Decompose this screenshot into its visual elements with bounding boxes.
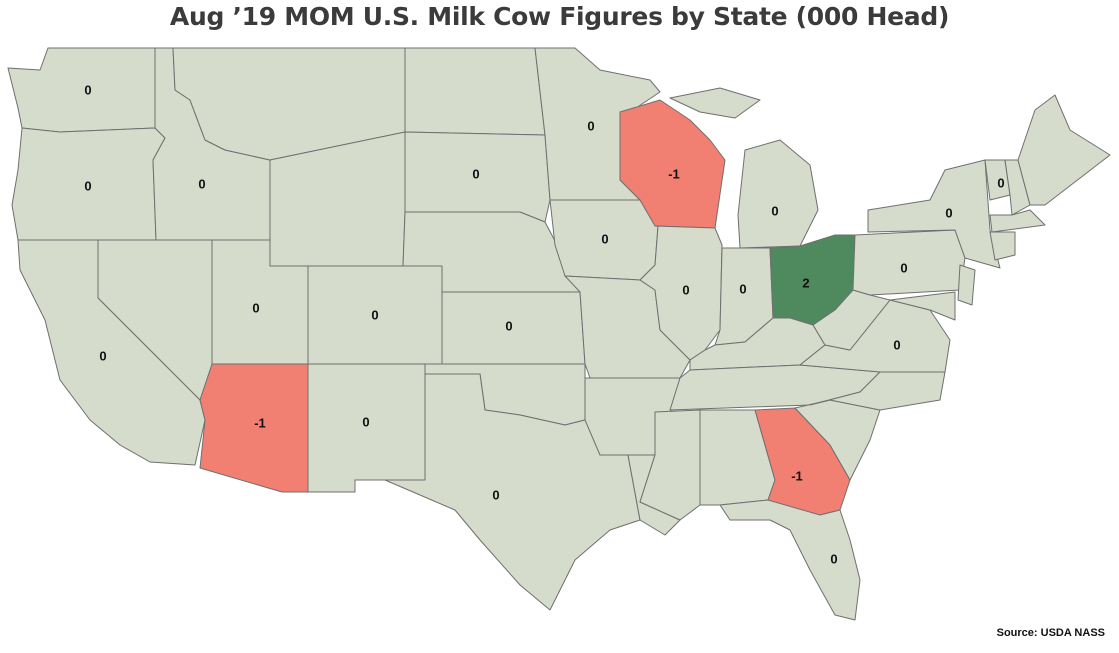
state-label-in: 0 (739, 281, 746, 296)
state-tx (354, 373, 641, 611)
state-label-id: 0 (198, 176, 205, 191)
state-label-vt: 0 (997, 175, 1004, 190)
state-nd (404, 47, 546, 136)
state-label-mi: 0 (771, 203, 778, 218)
state-label-az: -1 (254, 415, 266, 430)
state-il (639, 225, 723, 361)
source-note: Source: USDA NASS (996, 627, 1105, 639)
state-label-co: 0 (371, 307, 378, 322)
state-md (889, 291, 956, 321)
state-label-sd: 0 (472, 166, 479, 181)
state-label-wi: -1 (668, 166, 680, 181)
state-label-mn: 0 (587, 118, 594, 133)
state-label-ia: 0 (601, 231, 608, 246)
state-shapes (7, 47, 1111, 621)
state-label-nm: 0 (362, 414, 369, 429)
state-me (1017, 94, 1111, 206)
chart-title: Aug ’19 MOM U.S. Milk Cow Figures by Sta… (169, 2, 950, 31)
state-mi (669, 87, 819, 249)
state-fl (719, 499, 861, 621)
state-label-or: 0 (84, 178, 91, 193)
state-label-tx: 0 (492, 487, 499, 502)
state-pa (852, 229, 966, 296)
state-labels: 0 0 0 0 0 -1 0 0 0 0 0 0 0 -1 0 0 0 2 0 0 0 0 -1 0 (84, 82, 1004, 566)
state-label-fl: 0 (830, 551, 837, 566)
state-label-pa: 0 (900, 260, 907, 275)
state-nj (957, 264, 976, 306)
state-label-va: 0 (893, 337, 900, 352)
state-ma (989, 209, 1046, 233)
state-ct (989, 231, 1016, 261)
state-label-ga: -1 (791, 468, 803, 483)
state-ca (17, 239, 206, 466)
state-nh (1004, 159, 1031, 216)
state-nc (809, 371, 946, 411)
state-label-il: 0 (682, 282, 689, 297)
state-ks (441, 291, 586, 365)
state-label-ca: 0 (99, 348, 106, 363)
state-label-ny: 0 (945, 205, 952, 220)
state-wa (7, 47, 156, 133)
state-wv (812, 289, 891, 351)
state-label-ks: 0 (505, 318, 512, 333)
state-label-wa: 0 (84, 82, 91, 97)
state-wi (619, 99, 726, 229)
state-label-ut: 0 (252, 300, 259, 315)
state-label-oh: 2 (802, 275, 809, 290)
